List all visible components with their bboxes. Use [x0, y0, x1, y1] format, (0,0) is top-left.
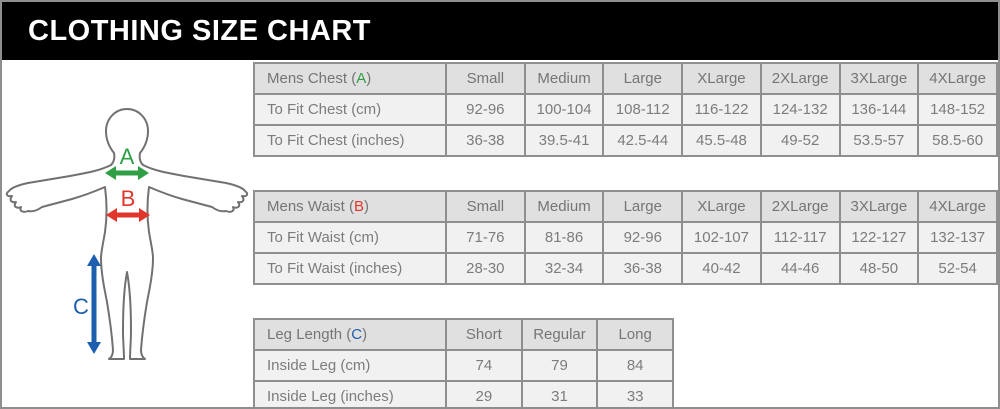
table-row: Inside Leg (cm) 74 79 84	[253, 349, 674, 382]
size-value-cell: 84	[596, 349, 674, 382]
size-column-header: Large	[602, 190, 684, 223]
size-value-cell: 29	[445, 380, 523, 407]
size-value-cell: 52-54	[917, 252, 998, 285]
title-bar: CLOTHING SIZE CHART	[2, 2, 998, 60]
row-label: To Fit Waist (inches)	[253, 252, 447, 285]
table-header-row: Mens Chest (A) Small Medium Large XLarge 2XLa…	[253, 62, 998, 95]
chest-arrow: A	[105, 144, 149, 180]
waist-arrow: B	[106, 186, 150, 222]
size-column-header: Small	[445, 190, 526, 223]
size-value-cell: 39.5-41	[523, 124, 605, 157]
table-title: Leg Length	[267, 326, 343, 343]
size-value-cell: 74	[445, 349, 523, 382]
table-title: Mens Waist	[267, 198, 345, 215]
size-column-header: 3XLarge	[838, 190, 920, 223]
size-value-cell: 100-104	[523, 93, 605, 126]
size-value-cell: 33	[596, 380, 674, 407]
size-value-cell: 92-96	[445, 93, 526, 126]
content-area: A B C Mens Chest (A) Small Me	[2, 60, 998, 407]
row-label: To Fit Chest (inches)	[253, 124, 447, 157]
size-column-header: XLarge	[681, 62, 762, 95]
table-row: To Fit Waist (cm) 71-76 81-86 92-96 102-107 1…	[253, 221, 998, 254]
table-title-cell: Leg Length (C)	[253, 318, 447, 351]
row-label: To Fit Chest (cm)	[253, 93, 447, 126]
size-value-cell: 136-144	[838, 93, 920, 126]
measurement-letter: B	[353, 198, 364, 215]
size-column-header: 2XLarge	[759, 190, 841, 223]
leg-arrow-label: C	[73, 294, 89, 319]
table-row: To Fit Waist (inches) 28-30 32-34 36-38 40-4…	[253, 252, 998, 285]
chest-arrow-label: A	[120, 144, 135, 169]
size-value-cell: 42.5-44	[602, 124, 684, 157]
size-value-cell: 36-38	[602, 252, 684, 285]
size-value-cell: 45.5-48	[681, 124, 762, 157]
size-column-header: Small	[445, 62, 526, 95]
size-column-header: Large	[602, 62, 684, 95]
size-value-cell: 71-76	[445, 221, 526, 254]
chest-size-table: Mens Chest (A) Small Medium Large XLarge 2XLa…	[253, 62, 998, 157]
body-measurement-figure: A B C	[2, 60, 253, 407]
table-header-row: Leg Length (C) Short Regular Long	[253, 318, 674, 351]
size-column-header: 4XLarge	[917, 190, 998, 223]
size-value-cell: 53.5-57	[838, 124, 920, 157]
size-value-cell: 112-117	[759, 221, 841, 254]
size-value-cell: 102-107	[681, 221, 762, 254]
table-row: Inside Leg (inches) 29 31 33	[253, 380, 674, 407]
size-value-cell: 32-34	[523, 252, 605, 285]
row-label: Inside Leg (cm)	[253, 349, 447, 382]
size-value-cell: 48-50	[838, 252, 920, 285]
size-value-cell: 92-96	[602, 221, 684, 254]
size-value-cell: 58.5-60	[917, 124, 998, 157]
waist-size-table: Mens Waist (B) Small Medium Large XLarge 2XLa…	[253, 190, 998, 285]
size-tables: Mens Chest (A) Small Medium Large XLarge 2XLa…	[253, 60, 998, 407]
size-value-cell: 79	[520, 349, 599, 382]
size-value-cell: 44-46	[759, 252, 841, 285]
leg-arrow: C	[73, 254, 101, 354]
size-value-cell: 132-137	[917, 221, 998, 254]
size-value-cell: 81-86	[523, 221, 605, 254]
table-row: To Fit Chest (inches) 36-38 39.5-41 42.5-44…	[253, 124, 998, 157]
size-value-cell: 122-127	[838, 221, 920, 254]
measurement-letter: C	[351, 326, 363, 343]
size-column-header: Medium	[523, 62, 605, 95]
leg-length-table: Leg Length (C) Short Regular Long Inside Leg…	[253, 318, 674, 407]
page-title: CLOTHING SIZE CHART	[28, 14, 371, 47]
size-value-cell: 116-122	[681, 93, 762, 126]
size-value-cell: 148-152	[917, 93, 998, 126]
table-title: Mens Chest	[267, 70, 348, 87]
size-column-header: 3XLarge	[838, 62, 920, 95]
body-figure-svg: A B C	[5, 108, 249, 360]
size-column-header: Regular	[520, 318, 599, 351]
measurement-letter: A	[356, 70, 367, 87]
waist-arrow-label: B	[121, 186, 136, 211]
size-column-header: Short	[445, 318, 523, 351]
table-title-cell: Mens Waist (B)	[253, 190, 447, 223]
size-column-header: Medium	[523, 190, 605, 223]
row-label: Inside Leg (inches)	[253, 380, 447, 407]
size-value-cell: 49-52	[759, 124, 841, 157]
size-value-cell: 28-30	[445, 252, 526, 285]
size-column-header: 4XLarge	[917, 62, 998, 95]
body-outline	[5, 108, 249, 360]
size-value-cell: 40-42	[681, 252, 762, 285]
table-row: To Fit Chest (cm) 92-96 100-104 108-112 116-…	[253, 93, 998, 126]
row-label: To Fit Waist (cm)	[253, 221, 447, 254]
size-column-header: Long	[596, 318, 674, 351]
size-value-cell: 124-132	[759, 93, 841, 126]
size-column-header: XLarge	[681, 190, 762, 223]
table-title-cell: Mens Chest (A)	[253, 62, 447, 95]
size-value-cell: 108-112	[602, 93, 684, 126]
table-header-row: Mens Waist (B) Small Medium Large XLarge 2XLa…	[253, 190, 998, 223]
size-value-cell: 36-38	[445, 124, 526, 157]
size-column-header: 2XLarge	[759, 62, 841, 95]
size-value-cell: 31	[520, 380, 599, 407]
